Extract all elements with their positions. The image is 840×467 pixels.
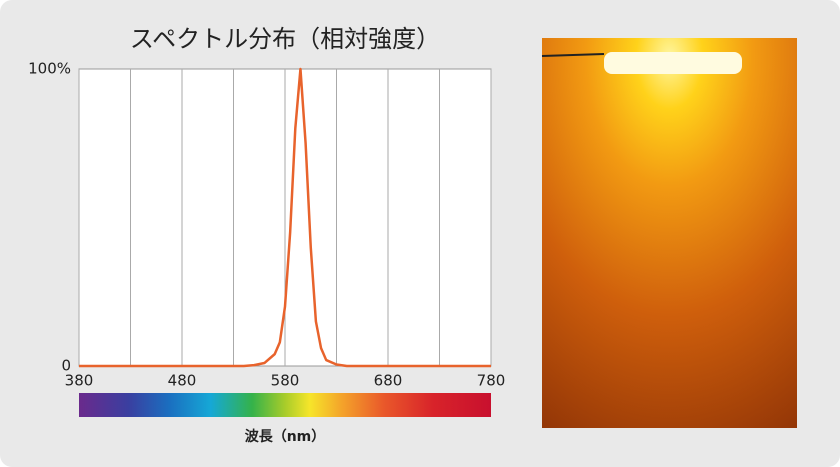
chart-title: スペクトル分布（相対強度） [130, 25, 440, 53]
x-axis-label: 波長（nm） [245, 428, 326, 445]
y-tick-label: 0 [61, 357, 71, 375]
y-tick-label: 100% [28, 60, 71, 78]
spectrum-bar [79, 393, 491, 417]
product-photo [542, 38, 797, 428]
x-tick-label: 380 [65, 372, 94, 390]
light-bar [604, 52, 742, 74]
x-tick-label: 780 [477, 372, 506, 390]
data-line [79, 67, 491, 368]
x-tick-label: 480 [168, 372, 197, 390]
cable [541, 53, 605, 57]
x-tick-label: 580 [271, 372, 300, 390]
x-tick-label: 680 [374, 372, 403, 390]
